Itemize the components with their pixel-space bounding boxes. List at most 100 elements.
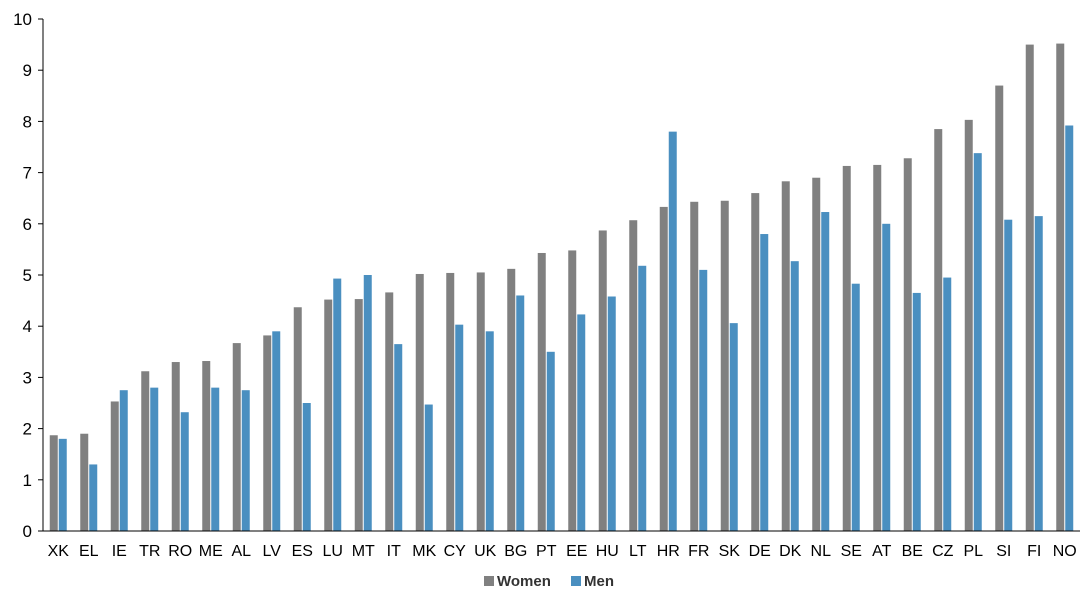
bar-men-es xyxy=(302,403,311,531)
bar-men-hr xyxy=(668,131,677,531)
bar-women-pl xyxy=(964,119,973,531)
y-tick-label: 6 xyxy=(23,215,32,234)
x-tick-label: BE xyxy=(902,543,923,560)
bar-men-si xyxy=(1004,219,1013,532)
x-tick-label: ES xyxy=(292,543,313,560)
x-tick-label: SK xyxy=(719,543,741,560)
y-tick-label: 10 xyxy=(13,10,32,29)
y-tick-label: 4 xyxy=(23,317,32,336)
bar-women-tr xyxy=(141,371,150,531)
x-tick-label: FI xyxy=(1027,543,1041,560)
legend-label-men: Men xyxy=(584,573,614,590)
x-tick-label: DE xyxy=(749,543,771,560)
bar-women-es xyxy=(293,307,302,531)
x-tick-label: TR xyxy=(139,543,160,560)
bar-women-be xyxy=(903,158,912,531)
bar-men-ee xyxy=(577,314,586,531)
y-tick-label: 8 xyxy=(23,112,32,131)
x-tick-label: DK xyxy=(779,543,802,560)
bar-women-uk xyxy=(476,272,485,531)
bar-men-it xyxy=(394,344,403,531)
x-axis: XK EL IE TR RO ME AL LV ES LU MT IT MK CY UK BG PT EE HU LT… xyxy=(43,530,1080,560)
bar-women-hr xyxy=(659,206,668,532)
bar-men-nl xyxy=(821,212,830,532)
y-tick-label: 7 xyxy=(23,164,32,183)
y-tick-label: 5 xyxy=(23,266,32,285)
bar-women-pt xyxy=(537,252,546,531)
x-tick-label: SI xyxy=(996,543,1011,560)
bar-women-fr xyxy=(690,201,699,531)
bar-men-cz xyxy=(943,277,952,531)
bar-women-xk xyxy=(49,435,58,531)
bar-women-hu xyxy=(598,230,607,531)
x-tick-label: NO xyxy=(1053,543,1077,560)
bar-men-mt xyxy=(363,275,372,531)
bar-men-ie xyxy=(119,390,128,531)
bar-men-me xyxy=(211,387,220,531)
bar-women-me xyxy=(202,361,211,531)
bar-women-ie xyxy=(110,401,119,531)
bar-men-fi xyxy=(1034,216,1043,531)
bar-men-no xyxy=(1065,125,1074,531)
x-tick-label: AT xyxy=(872,543,891,560)
bar-women-lu xyxy=(324,299,333,531)
x-tick-label: UK xyxy=(474,543,497,560)
bar-women-dk xyxy=(781,181,790,531)
x-tick-label: EL xyxy=(79,543,99,560)
y-axis: 0 1 2 3 4 5 6 7 8 9 10 xyxy=(13,10,44,541)
bar-men-hu xyxy=(607,296,616,531)
bar-men-bg xyxy=(516,295,525,531)
bar-men-el xyxy=(89,464,98,531)
bar-men-fr xyxy=(699,269,708,531)
bar-women-lv xyxy=(263,335,272,531)
bar-men-al xyxy=(241,390,250,531)
bar-men-uk xyxy=(485,331,494,531)
bar-women-el xyxy=(80,433,89,531)
bar-men-lv xyxy=(272,331,281,531)
x-tick-label: LU xyxy=(323,543,343,560)
x-tick-label: BG xyxy=(504,543,527,560)
y-tick-label: 9 xyxy=(23,61,32,80)
bar-women-cy xyxy=(446,272,455,531)
bar-women-mk xyxy=(415,273,424,531)
bar-women-fi xyxy=(1025,44,1034,531)
bar-men-mk xyxy=(424,404,433,531)
x-tick-label: NL xyxy=(811,543,832,560)
bar-men-lt xyxy=(638,265,647,531)
bars xyxy=(49,43,1074,532)
x-tick-label: CZ xyxy=(932,543,954,560)
x-tick-label: CY xyxy=(444,543,467,560)
y-tick-label: 0 xyxy=(23,522,32,541)
legend-label-women: Women xyxy=(497,573,551,590)
x-tick-label: PT xyxy=(536,543,557,560)
bar-men-sk xyxy=(729,323,738,531)
bar-women-mt xyxy=(354,299,363,531)
x-tick-label: SE xyxy=(841,543,862,560)
legend: Women Men xyxy=(484,573,614,590)
x-tick-label: HU xyxy=(596,543,619,560)
bar-women-bg xyxy=(507,268,516,531)
bar-men-lu xyxy=(333,278,342,531)
legend-swatch-women xyxy=(484,576,494,586)
legend-swatch-men xyxy=(571,576,581,586)
x-tick-label: IE xyxy=(112,543,127,560)
bar-men-ro xyxy=(180,412,189,531)
bar-women-ro xyxy=(171,362,180,531)
y-tick-label: 3 xyxy=(23,368,32,387)
bar-women-nl xyxy=(812,177,821,531)
bar-women-lt xyxy=(629,220,638,531)
bar-women-si xyxy=(995,85,1004,531)
bar-women-at xyxy=(873,164,882,532)
bar-women-no xyxy=(1056,43,1065,532)
bar-women-cz xyxy=(934,129,943,531)
x-tick-label: RO xyxy=(168,543,192,560)
x-tick-label: ME xyxy=(199,543,223,560)
x-tick-label: FR xyxy=(688,543,709,560)
x-tick-label: HR xyxy=(657,543,680,560)
y-tick-label: 2 xyxy=(23,420,32,439)
bar-women-de xyxy=(751,193,760,531)
bar-men-xk xyxy=(58,438,67,531)
bar-men-tr xyxy=(150,387,159,531)
